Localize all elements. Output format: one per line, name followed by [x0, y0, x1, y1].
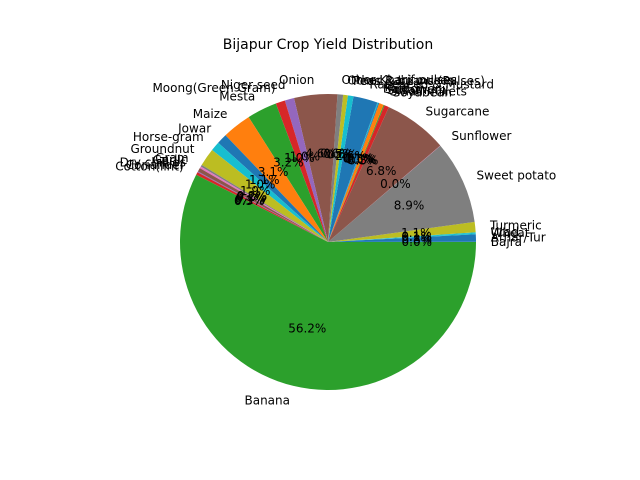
- percent-label-coriander: 0.1%: [235, 193, 266, 207]
- category-label-arhar-tur: Arhar/Tur: [491, 231, 546, 245]
- category-label-small-millets: Small millets: [390, 84, 467, 98]
- percent-label-bajra: 0.0%: [402, 235, 433, 249]
- percent-label-small-millets: 0.1%: [346, 153, 377, 167]
- pie-slice-niger-seed: [284, 97, 328, 243]
- percent-label-safflower: 0.1%: [343, 152, 374, 166]
- category-label-rice: Rice: [383, 82, 409, 96]
- pie-slice-rice: [328, 102, 379, 243]
- pie-slice-gram: [200, 164, 328, 242]
- pie-slice-onion: [294, 93, 338, 243]
- percent-label-other-kharif-pulses: 0.6%: [320, 147, 351, 161]
- percent-label-onion: 4.6%: [305, 147, 336, 161]
- category-label-dry-chillies: Dry chillies: [120, 156, 186, 170]
- percent-label-banana: 56.2%: [288, 321, 326, 335]
- percent-label-dry-chillies: 0.4%: [235, 192, 266, 206]
- pie-slice-soyabean: [328, 105, 389, 242]
- pie-slice-arhar-tur: [328, 234, 476, 242]
- pie-slice-mesta: [248, 103, 328, 242]
- pie-slice-rapeseed-mustard: [328, 96, 378, 242]
- category-label-turmeric: Turmeric: [489, 219, 542, 233]
- pie-slice-garlic: [199, 166, 328, 242]
- pie-slice-dry-chillies: [197, 168, 328, 242]
- pie-slice-other-rabi-pulses: [328, 94, 348, 242]
- percent-label-groundnut: 1.9%: [240, 184, 271, 198]
- percent-label-niger-seed: 1.0%: [290, 149, 321, 163]
- percent-label-cotton-lint: 0.3%: [234, 194, 265, 208]
- category-label-coriander: Coriander: [126, 158, 185, 172]
- category-label-garlic: Garlic: [153, 153, 188, 167]
- category-label-wheat: Wheat: [491, 226, 530, 240]
- category-label-other-kharif-pulses: Other Kharif pulses: [342, 73, 457, 87]
- category-label-soyabean: Soyabean: [393, 86, 452, 100]
- category-label-maize: Maize: [193, 107, 228, 121]
- percent-label-peas-beans-pulses: 0.6%: [326, 147, 357, 161]
- percent-label-turmeric: 1.1%: [401, 226, 432, 240]
- percent-label-moong-green-gram: 1.0%: [284, 151, 315, 165]
- category-label-sesamum: Sesamum: [387, 83, 447, 97]
- pie-slice-peas-beans-pulses: [328, 95, 354, 242]
- pie-slice-jowar: [218, 135, 328, 242]
- pie-slice-sesamum: [328, 103, 384, 242]
- percent-label-soyabean: 0.5%: [348, 153, 379, 167]
- pie-slice-urad: [328, 232, 476, 242]
- pie-slice-sweet-potato: [328, 145, 475, 242]
- percent-label-jowar: 1.1%: [249, 173, 280, 187]
- pie-slice-small-millets: [328, 104, 385, 242]
- category-label-horse-gram: Horse-gram: [133, 130, 204, 144]
- percent-label-urad: 0.1%: [401, 229, 432, 243]
- category-label-cotton-lint: Cotton(lint): [115, 160, 183, 174]
- pie-slice-other-kharif-pulses: [328, 94, 344, 242]
- category-label-bajra: Bajra: [491, 235, 522, 249]
- pie-slice-moong-green-gram: [275, 100, 328, 242]
- percent-label-sugarcane: 6.8%: [366, 164, 397, 178]
- percent-labels: 0.0%0.8%0.1%0.1%1.1%8.9%0.0%6.8%0.5%0.1%…: [234, 147, 432, 336]
- pie-slice-sunflower: [328, 145, 441, 242]
- category-label-gram: Gram: [155, 151, 188, 165]
- category-label-onion: Onion: [279, 73, 314, 87]
- pie-slice-coriander: [197, 171, 328, 242]
- category-label-moong-green-gram: Moong(Green Gram): [152, 81, 275, 95]
- category-label-sugarcane: Sugarcane: [426, 105, 490, 119]
- category-label-peas-beans-pulses: Peas & beans (Pulses): [353, 74, 485, 88]
- category-label-jowar: Jowar: [177, 122, 211, 136]
- pie-slice-sugarcane: [328, 107, 441, 242]
- percent-label-maize: 3.1%: [258, 165, 289, 179]
- percent-label-mesta: 3.2%: [273, 156, 304, 170]
- pie-slice-turmeric: [328, 221, 476, 242]
- category-label-rapeseed-mustard: Rapeseed & Mustard: [369, 78, 494, 92]
- percent-label-sweet-potato: 8.9%: [394, 199, 425, 213]
- percent-label-arhar-tur: 0.8%: [402, 233, 433, 247]
- pie-slices: [180, 93, 477, 390]
- pie-slice-horse-gram: [212, 142, 328, 242]
- pie-slice-cotton-lint: [196, 172, 328, 242]
- percent-label-rapeseed-mustard: 2.6%: [335, 149, 366, 163]
- category-label-sweet-potato: Sweet potato: [476, 168, 556, 182]
- percent-label-garlic: 0.2%: [236, 190, 267, 204]
- category-label-groundnut: Groundnut: [130, 142, 194, 156]
- percent-label-horse-gram: 1.0%: [245, 178, 276, 192]
- chart-title: Bijapur Crop Yield Distribution: [223, 37, 434, 53]
- pie-slice-safflower: [328, 102, 380, 242]
- category-label-niger-seed: Niger seed: [221, 78, 286, 92]
- category-label-safflower: Safflower: [384, 82, 440, 96]
- percent-label-sesamum: 0.5%: [345, 152, 376, 166]
- category-label-mesta: Mesta: [219, 89, 255, 103]
- category-label-banana: Banana: [244, 393, 290, 407]
- percent-label-other-rabi-pulses: 0.5%: [323, 147, 354, 161]
- category-label-other-rabi-pulses: Other Rabi pulses: [347, 73, 454, 87]
- pie-slice-banana: [180, 174, 476, 390]
- pie-slice-maize: [225, 117, 328, 242]
- percent-label-rice: 0.1%: [343, 151, 374, 165]
- percent-label-sunflower: 0.0%: [380, 177, 411, 191]
- pie-slice-wheat: [328, 233, 476, 242]
- percent-label-wheat: 0.1%: [401, 230, 432, 244]
- pie-slice-groundnut: [201, 150, 328, 242]
- percent-label-gram: 0.2%: [237, 189, 268, 203]
- category-label-sunflower: Sunflower: [452, 129, 512, 143]
- category-label-urad: Urad: [490, 225, 519, 239]
